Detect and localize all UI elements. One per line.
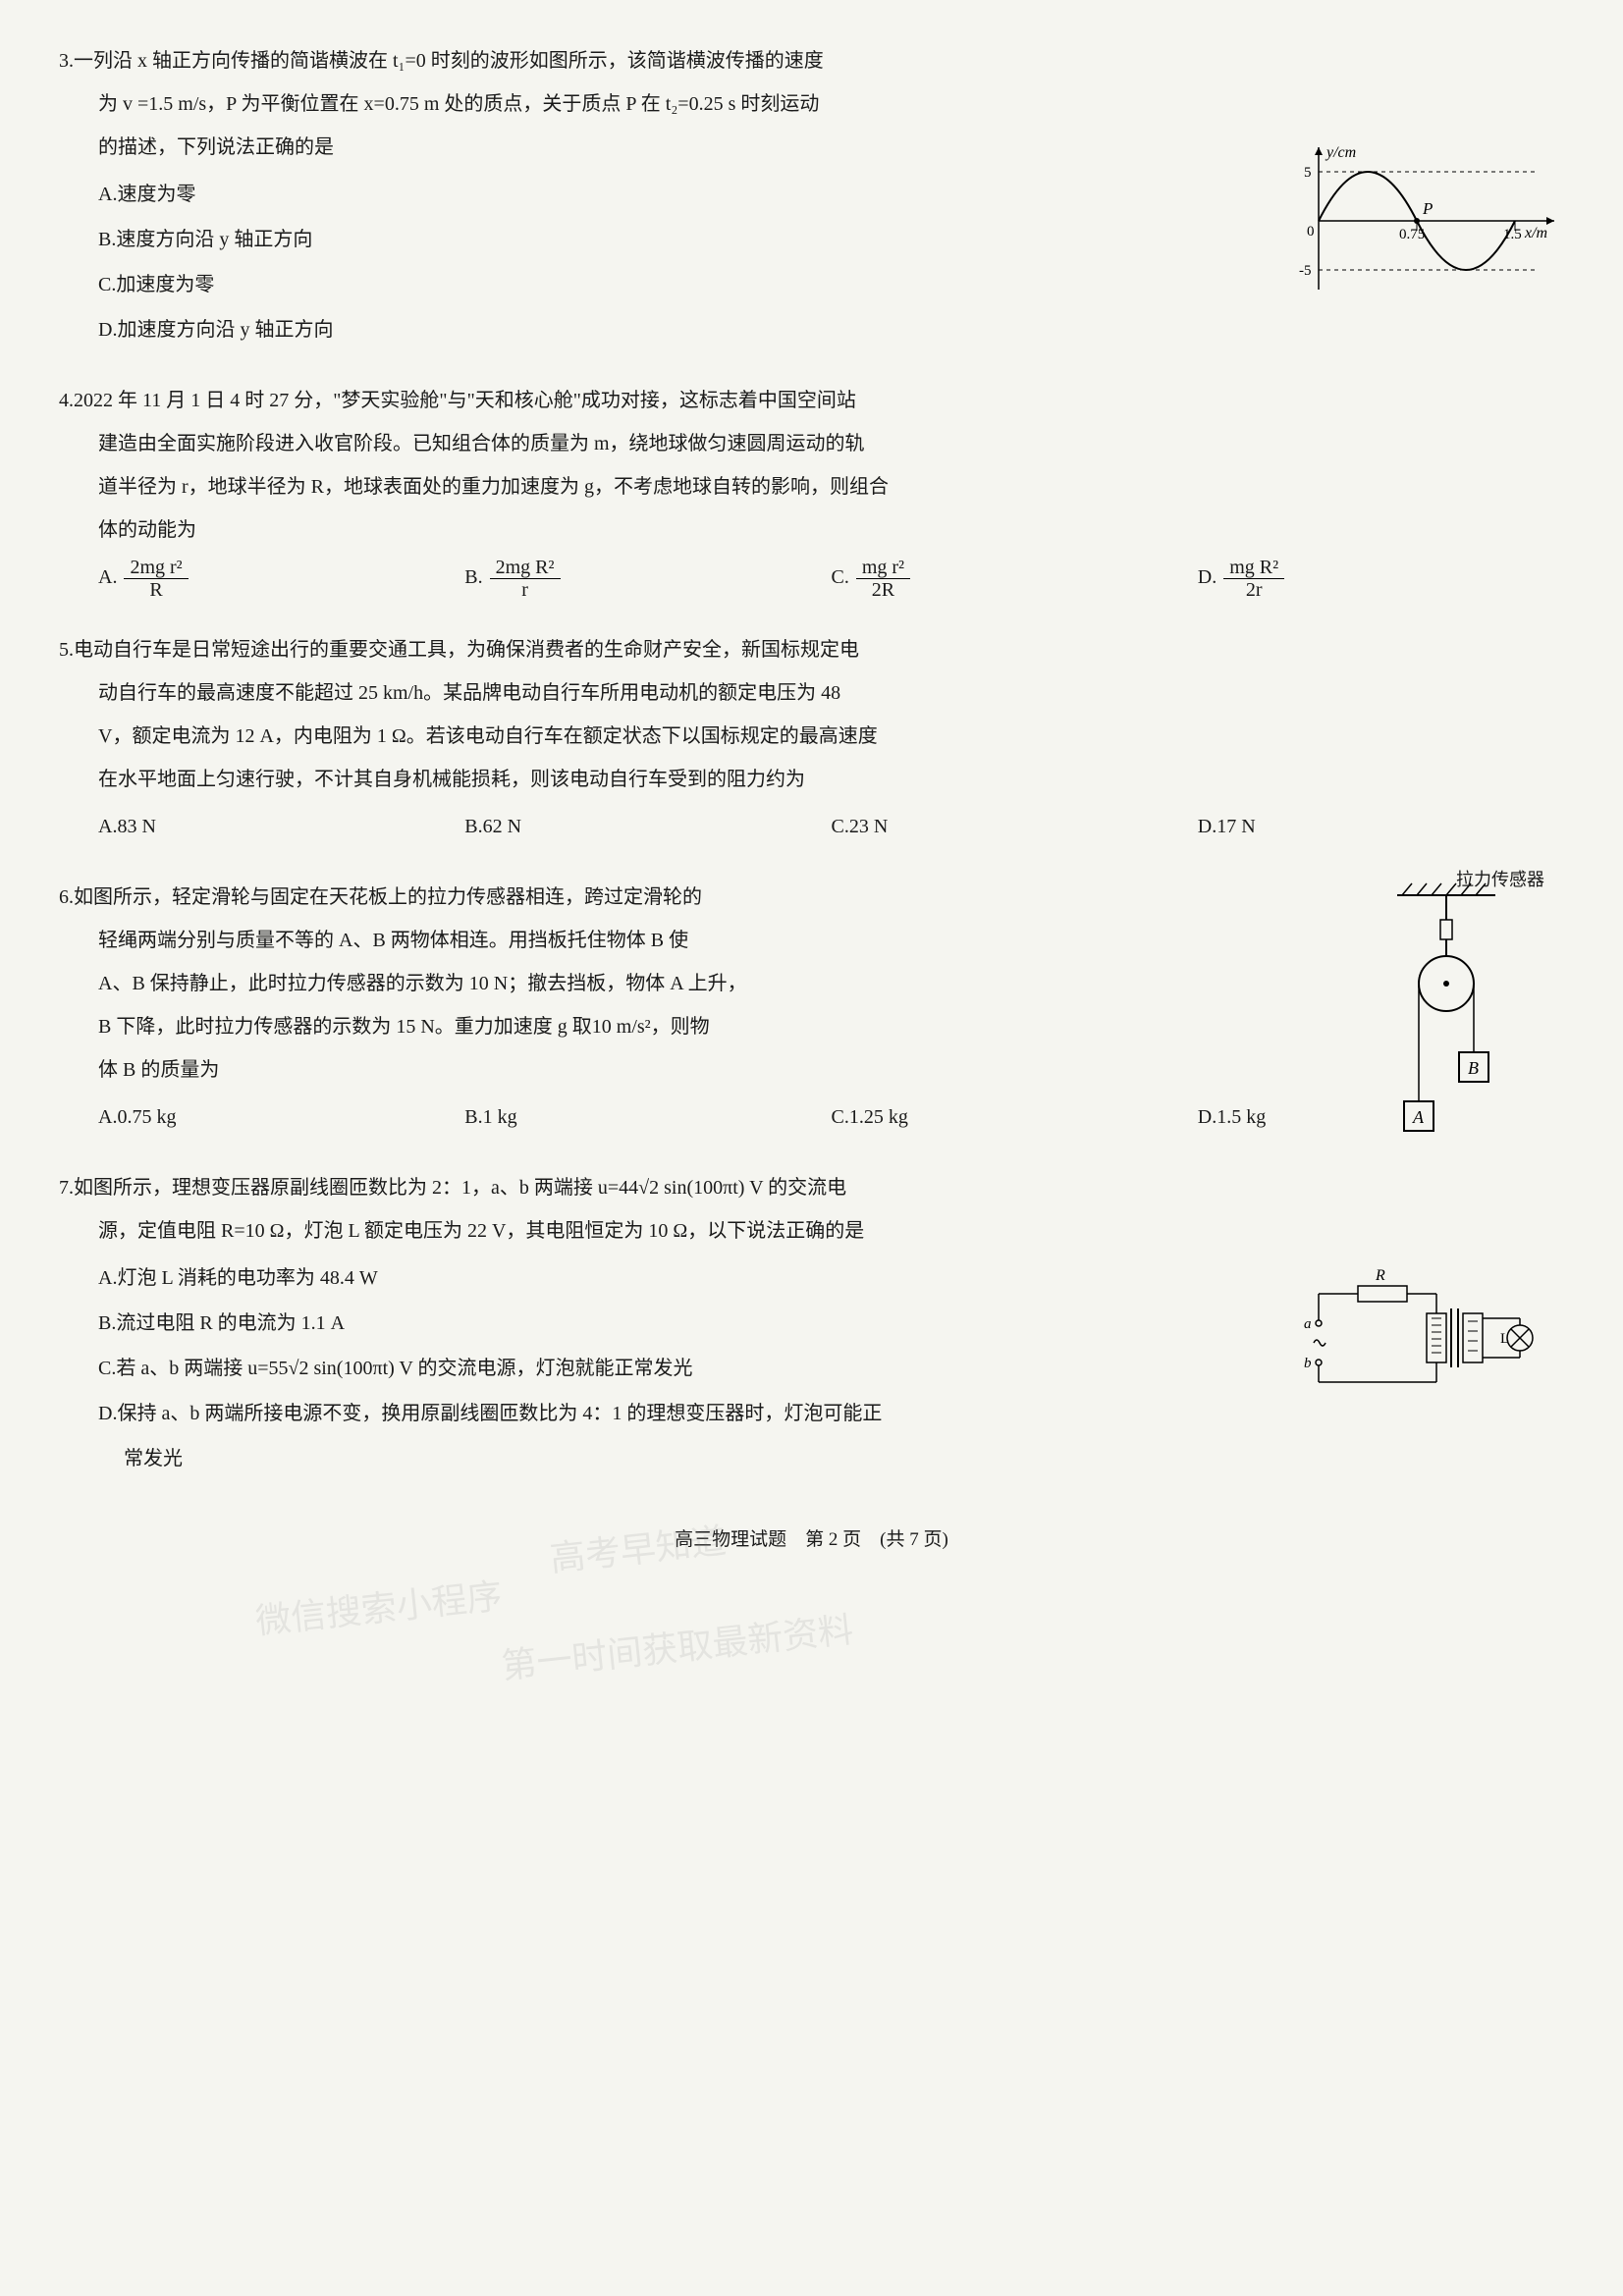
q3-ylabel: y/cm — [1325, 144, 1356, 161]
svg-text:0.75: 0.75 — [1399, 227, 1425, 242]
q4-optC: C. mg r²2R — [832, 556, 1198, 601]
q6-sensor-label: 拉力传感器 — [1456, 861, 1544, 900]
q5-optA: A.83 N — [98, 805, 464, 848]
q5-text-3: V，额定电流为 12 A，内电阻为 1 Ω。若该电动自行车在额定状态下以国标规定… — [59, 715, 1564, 758]
q5-optD: D.17 N — [1198, 805, 1564, 848]
svg-text:5: 5 — [1304, 165, 1312, 181]
q4-text-2: 建造由全面实施阶段进入收官阶段。已知组合体的质量为 m，绕地球做匀速圆周运动的轨 — [59, 422, 1564, 465]
svg-text:B: B — [1468, 1058, 1479, 1078]
q7-circuit-diagram: R a b — [1299, 1264, 1554, 1412]
q7-text-1: 7.如图所示，理想变压器原副线圈匝数比为 2：1，a、b 两端接 u=44√2 … — [59, 1166, 1564, 1209]
svg-text:-5: -5 — [1299, 263, 1312, 279]
svg-text:P: P — [1422, 199, 1433, 218]
q6-text-2: 轻绳两端分别与质量不等的 A、B 两物体相连。用挡板托住物体 B 使 — [59, 919, 1564, 962]
question-7: 7.如图所示，理想变压器原副线圈匝数比为 2：1，a、b 两端接 u=44√2 … — [59, 1166, 1564, 1480]
q6-text-5: 体 B 的质量为 — [59, 1048, 1564, 1092]
q5-text-4: 在水平地面上匀速行驶，不计其自身机械能损耗，则该电动自行车受到的阻力约为 — [59, 758, 1564, 801]
q4-optA: A. 2mg r²R — [98, 556, 464, 601]
q5-text-1: 5.电动自行车是日常短途出行的重要交通工具，为确保消费者的生命财产安全，新国标规… — [59, 628, 1564, 671]
svg-text:1.5: 1.5 — [1503, 227, 1522, 242]
q6-text-1: 6.如图所示，轻定滑轮与固定在天花板上的拉力传感器相连，跨过定滑轮的 — [59, 876, 1564, 919]
svg-text:L: L — [1500, 1331, 1509, 1347]
q5-optB: B.62 N — [464, 805, 831, 848]
q3-text-2: 为 v =1.5 m/s，P 为平衡位置在 x=0.75 m 处的质点，关于质点… — [59, 82, 1564, 126]
q6-optB: B.1 kg — [464, 1095, 831, 1139]
question-5: 5.电动自行车是日常短途出行的重要交通工具，为确保消费者的生命财产安全，新国标规… — [59, 628, 1564, 848]
q6-pulley-diagram: 拉力传感器 A B — [1348, 866, 1544, 1141]
question-3: 3.一列沿 x 轴正方向传播的简谐横波在 t₁=0 时刻的波形如图所示，该简谐横… — [59, 39, 1564, 351]
q3-xlabel: x/m — [1524, 225, 1547, 241]
question-6: 6.如图所示，轻定滑轮与固定在天花板上的拉力传感器相连，跨过定滑轮的 轻绳两端分… — [59, 876, 1564, 1139]
q6-optC: C.1.25 kg — [832, 1095, 1198, 1139]
question-4: 4.2022 年 11 月 1 日 4 时 27 分，"梦天实验舱"与"天和核心… — [59, 379, 1564, 601]
q4-text-4: 体的动能为 — [59, 508, 1564, 552]
q6-text-3: A、B 保持静止，此时拉力传感器的示数为 10 N；撤去挡板，物体 A 上升， — [59, 962, 1564, 1005]
svg-text:0: 0 — [1307, 224, 1315, 240]
svg-text:b: b — [1304, 1356, 1312, 1371]
q4-text-3: 道半径为 r，地球半径为 R，地球表面处的重力加速度为 g，不考虑地球自转的影响… — [59, 465, 1564, 508]
q4-optB: B. 2mg R²r — [464, 556, 831, 601]
page-footer: 高三物理试题 第 2 页 (共 7 页) — [59, 1520, 1564, 1561]
q5-text-2: 动自行车的最高速度不能超过 25 km/h。某品牌电动自行车所用电动机的额定电压… — [59, 671, 1564, 715]
q4-optD: D. mg R²2r — [1198, 556, 1564, 601]
q6-optA: A.0.75 kg — [98, 1095, 464, 1139]
q4-text-1: 4.2022 年 11 月 1 日 4 时 27 分，"梦天实验舱"与"天和核心… — [59, 379, 1564, 422]
q6-text-4: B 下降，此时拉力传感器的示数为 15 N。重力加速度 g 取10 m/s²，则… — [59, 1005, 1564, 1048]
watermark-3: 第一时间获取最新资料 — [498, 1591, 857, 1705]
q7-text-2: 源，定值电阻 R=10 Ω，灯泡 L 额定电压为 22 V，其电阻恒定为 10 … — [59, 1209, 1564, 1253]
svg-text:a: a — [1304, 1316, 1312, 1332]
watermark-2: 微信搜索小程序 — [252, 1558, 507, 1661]
q5-optC: C.23 N — [832, 805, 1198, 848]
q3-text-1: 3.一列沿 x 轴正方向传播的简谐横波在 t₁=0 时刻的波形如图所示，该简谐横… — [59, 39, 1564, 82]
q7-optD2: 常发光 — [98, 1437, 1564, 1480]
q3-optD: D.加速度方向沿 y 轴正方向 — [98, 308, 1564, 351]
q3-wave-chart: y/cm x/m 5 -5 0 0.75 1.5 P — [1289, 137, 1564, 304]
svg-text:A: A — [1412, 1107, 1425, 1127]
svg-text:R: R — [1375, 1267, 1385, 1284]
